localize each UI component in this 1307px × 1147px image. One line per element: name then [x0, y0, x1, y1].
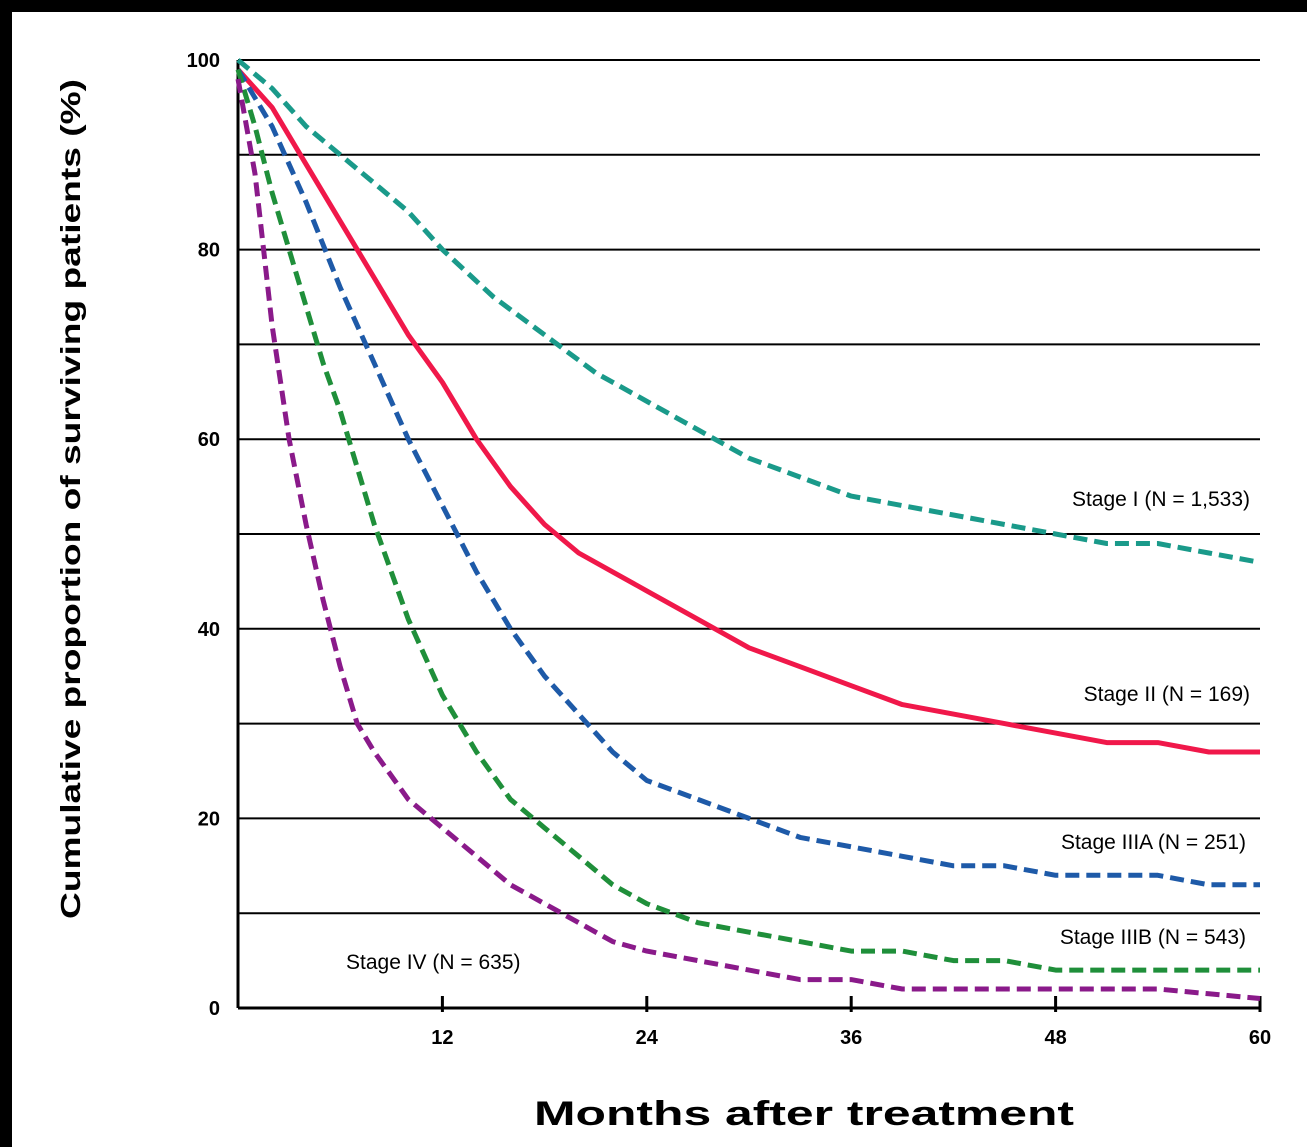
series-label: Stage IV (N = 635): [346, 951, 521, 974]
series-line: [236, 67, 1260, 755]
series-label: Stage II (N = 169): [1084, 683, 1250, 706]
survival-chart: 0 20 40 60 80 100 12 24 36 48 60 Stage I (N = 1,53…: [55, 50, 1271, 1133]
y-tick-label: 40: [198, 619, 220, 641]
series-line: [235, 68, 1260, 888]
y-tick-label: 60: [198, 429, 220, 451]
series-label: Stage I (N = 1,533): [1072, 488, 1250, 511]
x-tick-label: 24: [636, 1027, 659, 1049]
x-tick-label: 60: [1249, 1027, 1271, 1049]
x-tick-label: 48: [1044, 1027, 1066, 1049]
x-tick-label: 36: [840, 1027, 862, 1049]
series-label: Stage IIIA (N = 251): [1061, 831, 1246, 854]
series-line: [236, 58, 1261, 565]
series-line: [235, 68, 1260, 973]
y-tick-label: 80: [198, 240, 220, 262]
series-line: [235, 78, 1261, 1001]
y-tick-label: 20: [198, 808, 220, 830]
y-tick-label: 100: [187, 50, 220, 72]
chart-canvas: 0 20 40 60 80 100 12 24 36 48 60 Stage I (N = 1,53…: [12, 12, 1307, 1147]
series-label: Stage IIIB (N = 543): [1060, 926, 1246, 949]
x-tick-label: 12: [431, 1027, 453, 1049]
y-tick-label: 0: [209, 998, 220, 1020]
x-axis-title: Months after treatment: [534, 1095, 1074, 1133]
y-axis-title: Cumulative proportion of surviving patie…: [55, 79, 86, 919]
